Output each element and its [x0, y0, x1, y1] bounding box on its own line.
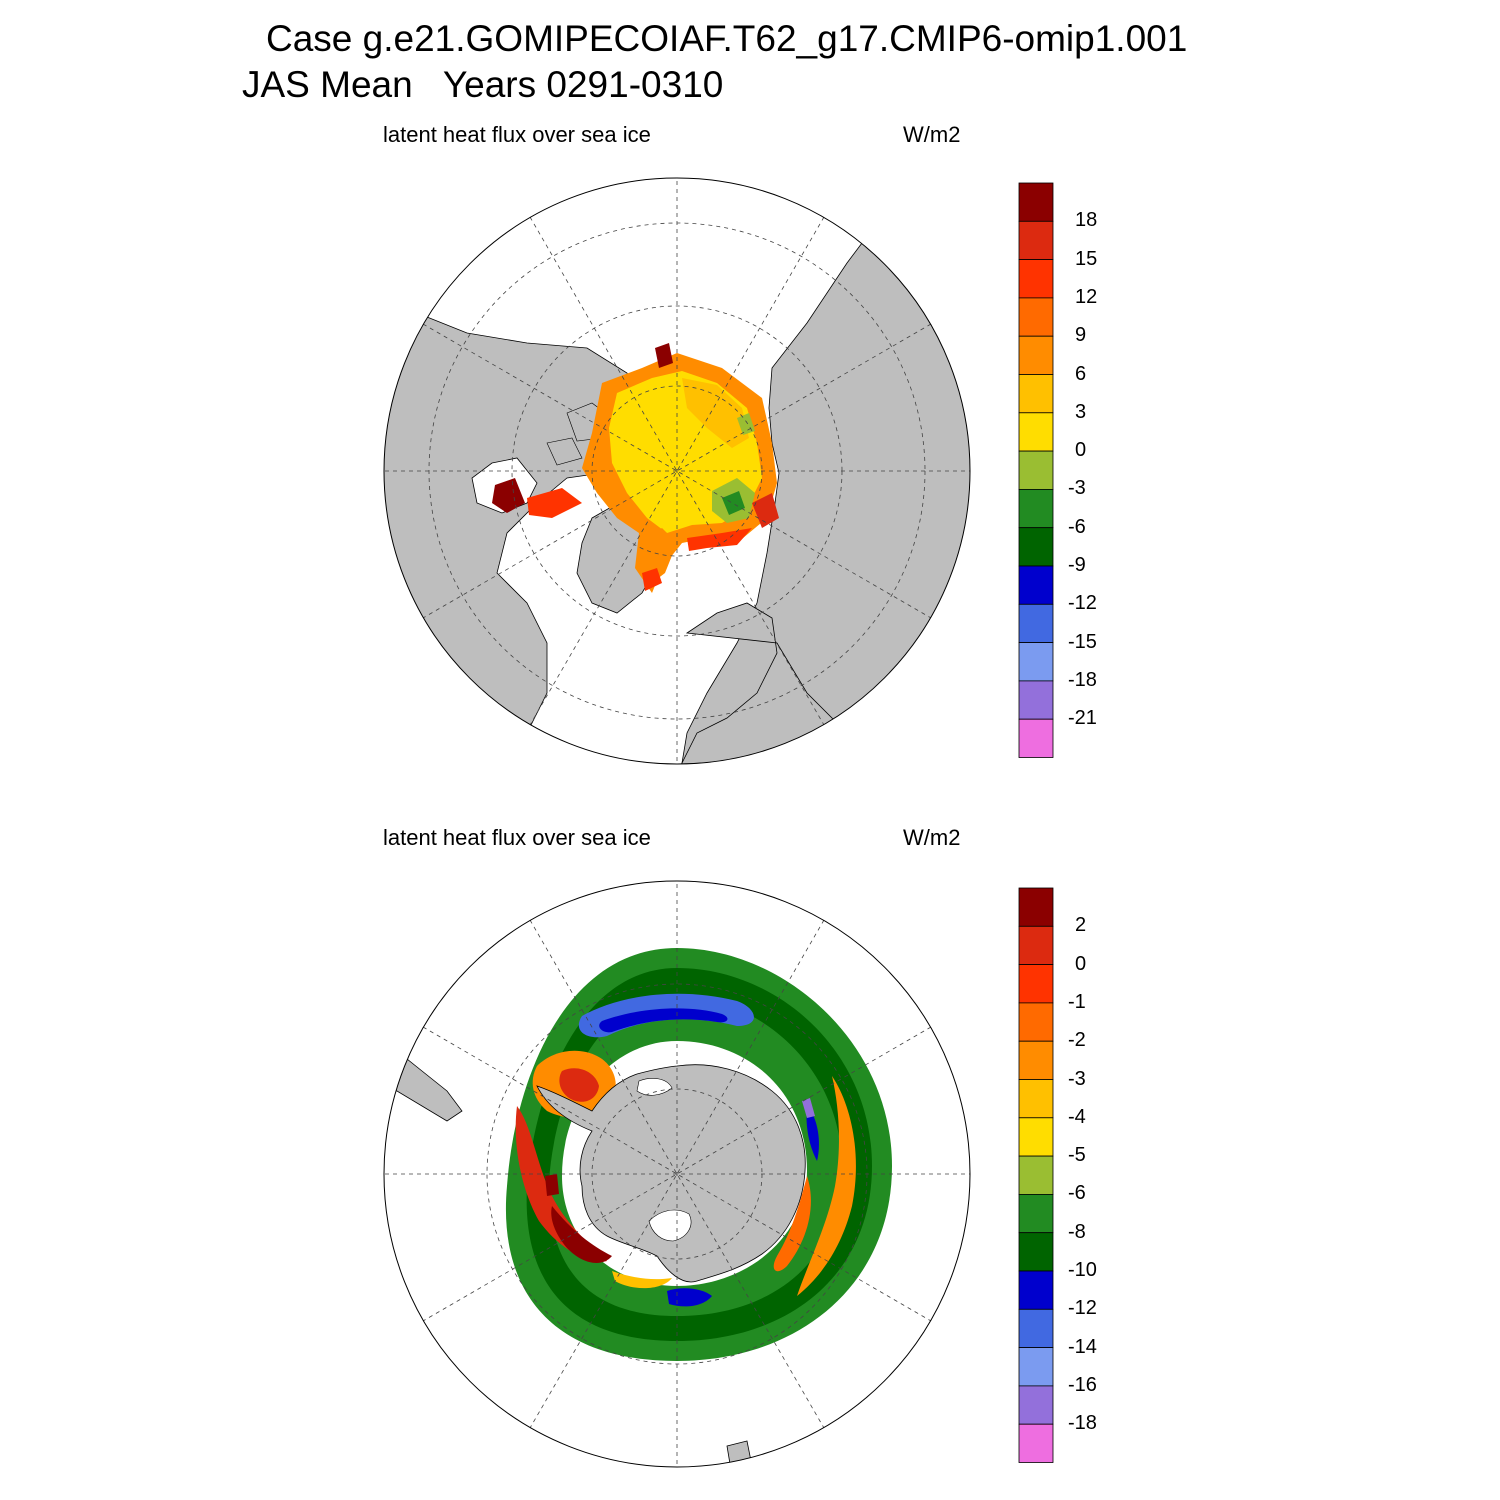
ice-red-edge-south: [687, 528, 752, 551]
panel1-colorbar: 18 15 12 9 6 3 0 -3 -6 -9 -12 -15 -18 -21: [1018, 182, 1138, 758]
colorbar-box: [1018, 642, 1054, 682]
ice-dark-red-baffin: [492, 478, 525, 513]
colorbar-box: [1018, 182, 1054, 222]
ice-darkred-amundsen: [551, 1206, 612, 1263]
colorbar-boxes: [1018, 182, 1054, 758]
ice-red-weddell: [559, 1068, 599, 1102]
colorbar-box: [1018, 1347, 1054, 1387]
colorbar-box: [1018, 1308, 1054, 1348]
panel2-colorbar: 2 0 -1 -2 -3 -4 -5 -6 -8 -10 -12 -14 -16 -18: [1018, 887, 1138, 1463]
arctic-sea-ice-field: [492, 343, 779, 593]
colorbar-box: [1018, 1423, 1054, 1463]
ice-yellow-ross: [612, 1271, 672, 1289]
colorbar-box: [1018, 964, 1054, 1004]
ice-red-baffin-edge: [527, 488, 582, 518]
ice-green-outer-ring: [505, 948, 892, 1361]
colorbar-label: -1: [1068, 990, 1086, 1013]
colorbar-label: -21: [1068, 707, 1097, 730]
ice-violet-spot: [802, 1098, 815, 1118]
panel1-variable-title: latent heat flux over sea ice: [383, 122, 651, 147]
colorbar-label: -4: [1068, 1105, 1086, 1128]
colorbar-label: -9: [1068, 554, 1086, 576]
colorbar-label: -12: [1068, 1297, 1097, 1320]
arctic-polar-map: [383, 177, 971, 765]
colorbar-label: 3: [1075, 400, 1087, 423]
colorbar-box: [1018, 1040, 1054, 1080]
colorbar-box: [1018, 565, 1054, 605]
colorbar-box: [1018, 718, 1054, 758]
ice-darkblue-weddell-band: [599, 1008, 728, 1033]
colorbar-label: -8: [1068, 1220, 1086, 1243]
ross-ice-shelf: [648, 1209, 692, 1242]
antarctica-landmass: [536, 1064, 806, 1283]
colorbar-label: 2: [1075, 914, 1087, 937]
colorbar-label: 0: [1075, 439, 1087, 462]
colorbar-box: [1018, 1155, 1054, 1195]
ice-red-edge-north: [655, 343, 673, 368]
period-title: JAS Mean Years 0291-0310: [242, 64, 724, 105]
ice-orange-east-band: [797, 1076, 856, 1296]
colorbar-box: [1018, 887, 1054, 927]
colorbar-label: -18: [1068, 668, 1097, 691]
colorbar-box: [1018, 1270, 1054, 1310]
colorbar-label: -2: [1068, 1029, 1086, 1052]
ice-darkgreen-patch: [722, 491, 745, 515]
case-title: Case g.e21.GOMIPECOIAF.T62_g17.CMIP6-omi…: [266, 18, 1188, 59]
colorbar-box: [1018, 412, 1054, 452]
colorbar-box: [1018, 1002, 1054, 1042]
colorbar-label: -3: [1068, 1067, 1086, 1090]
colorbar-box: [1018, 680, 1054, 720]
ice-green-spot: [737, 413, 755, 435]
colorbar-box: [1018, 450, 1054, 490]
antarctic-graticule: [384, 881, 970, 1467]
ice-red-edge-east: [752, 493, 779, 528]
colorbar-box: [1018, 1385, 1054, 1425]
colorbar-label: -16: [1068, 1373, 1097, 1396]
colorbar-box: [1018, 527, 1054, 567]
colorbar-label: -3: [1068, 477, 1086, 500]
colorbar-label: -12: [1068, 592, 1097, 615]
colorbar-label: -15: [1068, 630, 1097, 653]
ice-blue-ross: [667, 1288, 712, 1307]
colorbar-box: [1018, 297, 1054, 337]
colorbar-label: -10: [1068, 1259, 1097, 1281]
colorbar-label: 18: [1075, 209, 1098, 232]
colorbar-label: -6: [1068, 1182, 1086, 1205]
colorbar-label: 15: [1075, 247, 1098, 270]
ice-orange-inner-east: [773, 1176, 811, 1272]
ice-red-greenland-east: [642, 568, 662, 591]
colorbar-boxes: [1018, 887, 1054, 1463]
colorbar-box: [1018, 220, 1054, 260]
colorbar-box: [1018, 335, 1054, 375]
colorbar-label: 0: [1075, 952, 1087, 975]
colorbar-label: 9: [1075, 324, 1087, 347]
ice-orange-greenland-east: [642, 528, 677, 583]
colorbar-label: -18: [1068, 1412, 1097, 1435]
arctic-map-border: [383, 177, 971, 765]
colorbar-box: [1018, 488, 1054, 529]
ice-amber-patch: [682, 378, 749, 448]
colorbar-box: [1018, 1117, 1054, 1157]
colorbar-label: -14: [1068, 1335, 1097, 1358]
colorbar-box: [1018, 925, 1054, 965]
colorbar-label: -5: [1068, 1144, 1086, 1167]
panel1-units: W/m2: [903, 122, 961, 147]
arctic-graticule: [384, 178, 970, 764]
ice-darkred-spot: [545, 1174, 559, 1196]
colorbar-box: [1018, 374, 1054, 414]
colorbar-label: 12: [1075, 285, 1098, 308]
colorbar-label: -6: [1068, 515, 1086, 538]
colorbar-label: 6: [1075, 362, 1087, 385]
colorbar-box: [1018, 1193, 1054, 1234]
ice-blue-east: [806, 1106, 819, 1161]
panel2-variable-title: latent heat flux over sea ice: [383, 825, 651, 850]
colorbar-box: [1018, 1232, 1054, 1272]
panel2-units: W/m2: [903, 825, 961, 850]
colorbar-box: [1018, 1079, 1054, 1119]
colorbar-box: [1018, 259, 1054, 299]
colorbar-box: [1018, 603, 1054, 643]
weddell-ice-shelf: [636, 1078, 673, 1096]
antarctic-map-border: [383, 880, 971, 1468]
antarctic-polar-map: [383, 880, 971, 1468]
